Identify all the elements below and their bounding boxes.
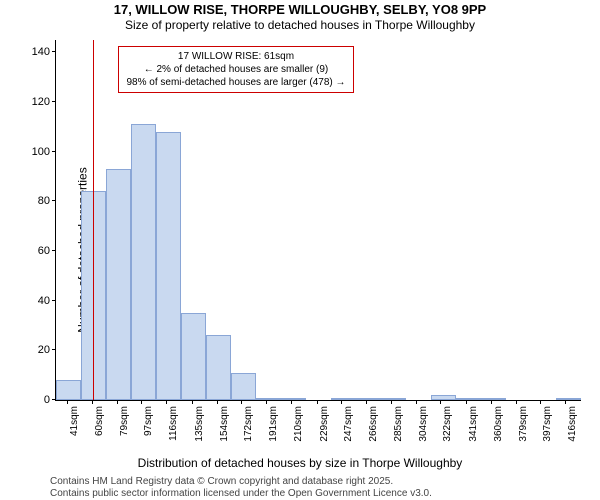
x-tick-mark xyxy=(92,400,93,404)
y-tick-label: 140 xyxy=(32,46,56,58)
x-tick-mark xyxy=(341,400,342,404)
histogram-bar xyxy=(181,313,206,400)
histogram-bar xyxy=(481,398,506,400)
histogram-bar xyxy=(106,169,131,400)
credit-line-2: Contains public sector information licen… xyxy=(50,488,432,500)
histogram-bar xyxy=(206,335,231,400)
x-tick-mark xyxy=(540,400,541,404)
x-tick-mark xyxy=(166,400,167,404)
y-tick-label: 60 xyxy=(38,245,56,257)
x-tick-mark xyxy=(317,400,318,404)
y-tick-mark xyxy=(52,399,56,400)
x-tick-mark xyxy=(516,400,517,404)
x-tick-mark xyxy=(217,400,218,404)
x-tick-label: 191sqm xyxy=(268,406,279,442)
x-tick-mark xyxy=(440,400,441,404)
x-tick-mark xyxy=(141,400,142,404)
histogram-bar xyxy=(156,132,181,400)
chart-title-line1: 17, WILLOW RISE, THORPE WILLOUGHBY, SELB… xyxy=(0,2,600,17)
x-tick-mark xyxy=(117,400,118,404)
histogram-bar xyxy=(356,398,381,400)
x-tick-label: 229sqm xyxy=(319,406,330,442)
y-tick-label: 120 xyxy=(32,96,56,108)
x-tick-mark xyxy=(416,400,417,404)
x-tick-label: 285sqm xyxy=(393,406,404,442)
y-tick-mark xyxy=(52,51,56,52)
x-tick-mark xyxy=(266,400,267,404)
figure: 17, WILLOW RISE, THORPE WILLOUGHBY, SELB… xyxy=(0,0,600,500)
marker-line xyxy=(93,40,94,400)
credit-block: Contains HM Land Registry data © Crown c… xyxy=(50,476,432,500)
y-tick-label: 100 xyxy=(32,146,56,158)
y-tick-mark xyxy=(52,349,56,350)
annotation-line-1: 17 WILLOW RISE: 61sqm xyxy=(125,50,347,63)
x-tick-label: 116sqm xyxy=(168,406,179,441)
x-tick-label: 360sqm xyxy=(493,406,504,442)
histogram-bar xyxy=(556,398,581,400)
annotation-line-3: 98% of semi-detached houses are larger (… xyxy=(125,76,347,89)
x-tick-label: 304sqm xyxy=(418,406,429,442)
histogram-bar xyxy=(456,398,481,400)
histogram-bar xyxy=(381,398,406,400)
x-tick-mark xyxy=(67,400,68,404)
y-tick-label: 20 xyxy=(38,344,56,356)
y-tick-mark xyxy=(52,250,56,251)
plot-area: 17 WILLOW RISE: 61sqm ← 2% of detached h… xyxy=(55,40,581,401)
x-tick-label: 79sqm xyxy=(119,406,130,436)
x-tick-mark xyxy=(366,400,367,404)
x-axis-label: Distribution of detached houses by size … xyxy=(0,456,600,470)
x-tick-label: 97sqm xyxy=(143,406,154,436)
x-tick-mark xyxy=(391,400,392,404)
y-tick-mark xyxy=(52,300,56,301)
y-tick-mark xyxy=(52,200,56,201)
y-tick-label: 0 xyxy=(44,394,56,406)
x-tick-label: 341sqm xyxy=(468,406,479,442)
x-tick-mark xyxy=(466,400,467,404)
x-tick-label: 154sqm xyxy=(219,406,230,442)
histogram-bar xyxy=(231,373,256,400)
x-tick-label: 247sqm xyxy=(343,406,354,442)
histogram-bar xyxy=(131,124,156,400)
y-tick-mark xyxy=(52,151,56,152)
x-tick-label: 416sqm xyxy=(567,406,578,442)
y-tick-label: 40 xyxy=(38,295,56,307)
x-tick-label: 397sqm xyxy=(542,406,553,442)
histogram-bar xyxy=(256,398,281,400)
x-tick-mark xyxy=(565,400,566,404)
x-tick-label: 266sqm xyxy=(368,406,379,442)
x-tick-label: 172sqm xyxy=(243,406,254,442)
histogram-bar xyxy=(281,398,306,400)
y-tick-mark xyxy=(52,101,56,102)
annotation-line-2: ← 2% of detached houses are smaller (9) xyxy=(125,63,347,76)
x-tick-mark xyxy=(491,400,492,404)
y-tick-label: 80 xyxy=(38,195,56,207)
x-tick-label: 210sqm xyxy=(293,406,304,442)
x-tick-label: 135sqm xyxy=(194,406,205,442)
annotation-box: 17 WILLOW RISE: 61sqm ← 2% of detached h… xyxy=(118,46,354,93)
histogram-bar xyxy=(56,380,81,400)
histogram-bar xyxy=(331,398,356,400)
x-tick-label: 60sqm xyxy=(94,406,105,436)
x-tick-label: 322sqm xyxy=(442,406,453,442)
x-tick-label: 379sqm xyxy=(518,406,529,442)
chart-title-line2: Size of property relative to detached ho… xyxy=(0,18,600,32)
x-tick-mark xyxy=(241,400,242,404)
x-tick-mark xyxy=(291,400,292,404)
x-tick-mark xyxy=(192,400,193,404)
x-tick-label: 41sqm xyxy=(69,406,80,436)
credit-line-1: Contains HM Land Registry data © Crown c… xyxy=(50,476,432,488)
histogram-bar xyxy=(431,395,456,400)
